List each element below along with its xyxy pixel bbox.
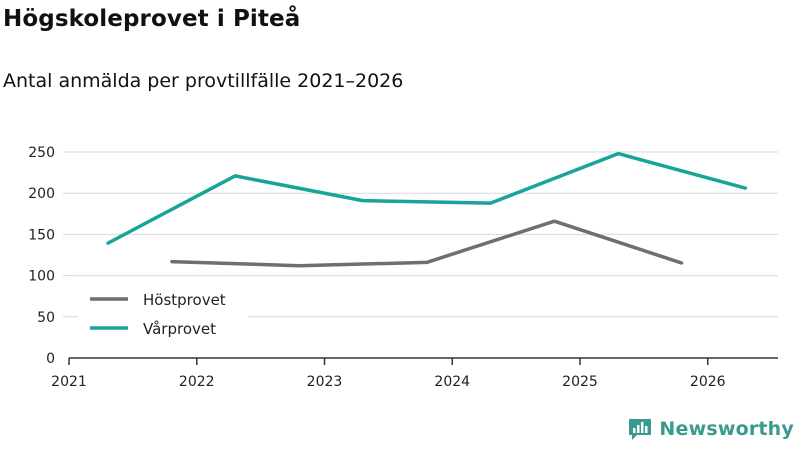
legend-label: Vårprovet [143, 320, 216, 338]
chart-subtitle: Antal anmälda per provtillfälle 2021–202… [3, 70, 404, 92]
gridlines [63, 151, 778, 318]
newsworthy-brand: Newsworthy [627, 416, 794, 442]
data-point [617, 152, 620, 155]
brand-name: Newsworthy [659, 418, 794, 440]
y-tick-label: 100 [28, 269, 55, 285]
x-tick-label: 2021 [51, 374, 87, 390]
data-point [680, 262, 684, 265]
x-tick-label: 2023 [307, 374, 343, 390]
data-point [169, 260, 173, 263]
legend-label: Höstprovet [143, 291, 226, 309]
series-lines [106, 151, 748, 268]
data-point [425, 261, 428, 264]
y-tick-label: 250 [28, 145, 55, 161]
series-line-0 [171, 219, 683, 268]
chart-title: Högskoleprovet i Piteå [3, 6, 301, 32]
legend: Höstprovet Vårprovet [78, 284, 248, 346]
legend-box [78, 284, 248, 346]
x-tick-label: 2025 [562, 374, 598, 390]
y-axis-ticks: 0 50 100 150 200 250 [28, 145, 55, 367]
data-point [106, 242, 109, 245]
data-point [361, 199, 365, 202]
data-point [233, 174, 237, 178]
x-tick-label: 2024 [434, 374, 470, 390]
x-tick-label: 2026 [690, 374, 726, 390]
x-axis: 2021 2022 2023 2024 2025 2026 [51, 357, 778, 390]
y-tick-label: 0 [46, 351, 55, 367]
x-tick-label: 2022 [179, 374, 215, 390]
data-point [297, 264, 301, 267]
series-line-1 [106, 151, 747, 246]
data-point [489, 201, 492, 205]
data-point [553, 220, 556, 223]
y-tick-label: 150 [28, 227, 55, 243]
y-tick-label: 50 [37, 310, 55, 326]
y-tick-label: 200 [28, 186, 55, 202]
data-point [744, 187, 748, 190]
newsworthy-logo-icon [629, 419, 652, 440]
